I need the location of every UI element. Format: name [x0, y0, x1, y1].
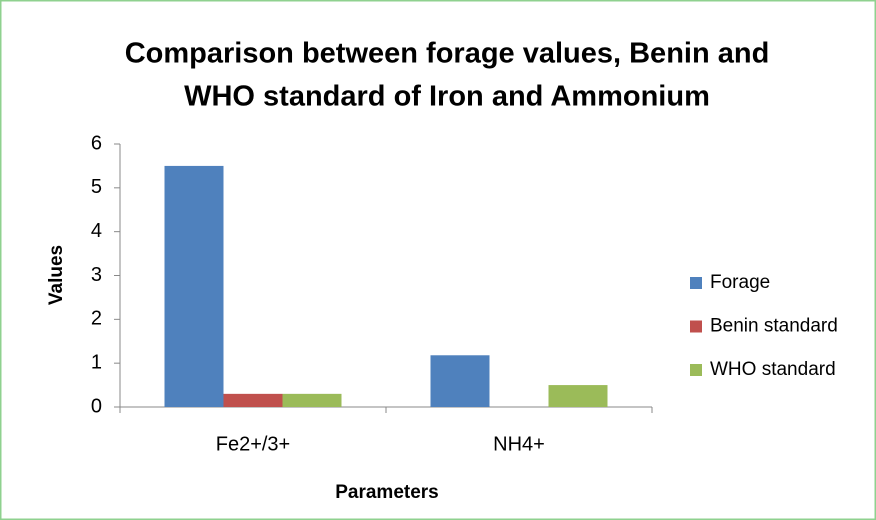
- bar: [223, 393, 283, 407]
- chart-title: Comparison between forage values, Benin …: [125, 38, 770, 70]
- legend-label: Benin standard: [710, 316, 838, 337]
- x-tick-label: NH4+: [493, 433, 545, 455]
- y-tick-label: 6: [91, 132, 102, 154]
- bar: [164, 165, 224, 407]
- y-tick-label: 1: [91, 351, 102, 373]
- legend-swatch: [690, 277, 702, 289]
- legend-label: WHO standard: [710, 359, 836, 380]
- y-tick-label: 3: [91, 264, 102, 286]
- chart-title: WHO standard of Iron and Ammonium: [184, 81, 710, 113]
- bar: [430, 355, 490, 407]
- y-tick-label: 4: [91, 220, 102, 242]
- bar: [548, 385, 608, 407]
- legend-label: Forage: [710, 272, 770, 293]
- y-tick-label: 2: [91, 308, 102, 330]
- legend-swatch: [690, 320, 702, 333]
- x-tick-label: Fe2+/3+: [216, 433, 291, 455]
- bar: [282, 393, 342, 407]
- y-axis-label: Values: [46, 245, 67, 305]
- y-tick-label: 0: [91, 395, 102, 417]
- x-axis-label: Parameters: [335, 482, 439, 503]
- y-tick-label: 5: [91, 176, 102, 198]
- legend-swatch: [690, 364, 702, 376]
